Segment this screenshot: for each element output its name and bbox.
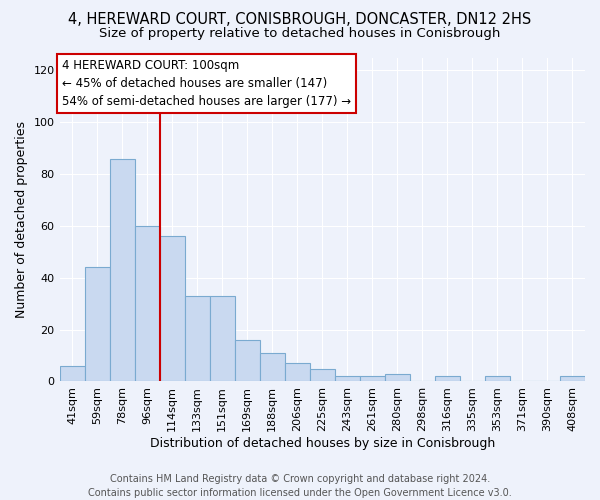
X-axis label: Distribution of detached houses by size in Conisbrough: Distribution of detached houses by size … [149,437,495,450]
Bar [485,376,510,382]
Bar [385,374,410,382]
Text: Contains HM Land Registry data © Crown copyright and database right 2024.
Contai: Contains HM Land Registry data © Crown c… [88,474,512,498]
Bar [209,296,235,382]
Bar [85,268,110,382]
Bar [59,366,85,382]
Text: 4, HEREWARD COURT, CONISBROUGH, DONCASTER, DN12 2HS: 4, HEREWARD COURT, CONISBROUGH, DONCASTE… [68,12,532,28]
Bar [110,158,134,382]
Bar [435,376,460,382]
Bar [360,376,385,382]
Text: Size of property relative to detached houses in Conisbrough: Size of property relative to detached ho… [100,28,500,40]
Y-axis label: Number of detached properties: Number of detached properties [15,121,28,318]
Text: 4 HEREWARD COURT: 100sqm
← 45% of detached houses are smaller (147)
54% of semi-: 4 HEREWARD COURT: 100sqm ← 45% of detach… [62,59,351,108]
Bar [235,340,260,382]
Bar [260,353,285,382]
Bar [185,296,209,382]
Bar [560,376,585,382]
Bar [335,376,360,382]
Bar [160,236,185,382]
Bar [285,364,310,382]
Bar [134,226,160,382]
Bar [310,368,335,382]
